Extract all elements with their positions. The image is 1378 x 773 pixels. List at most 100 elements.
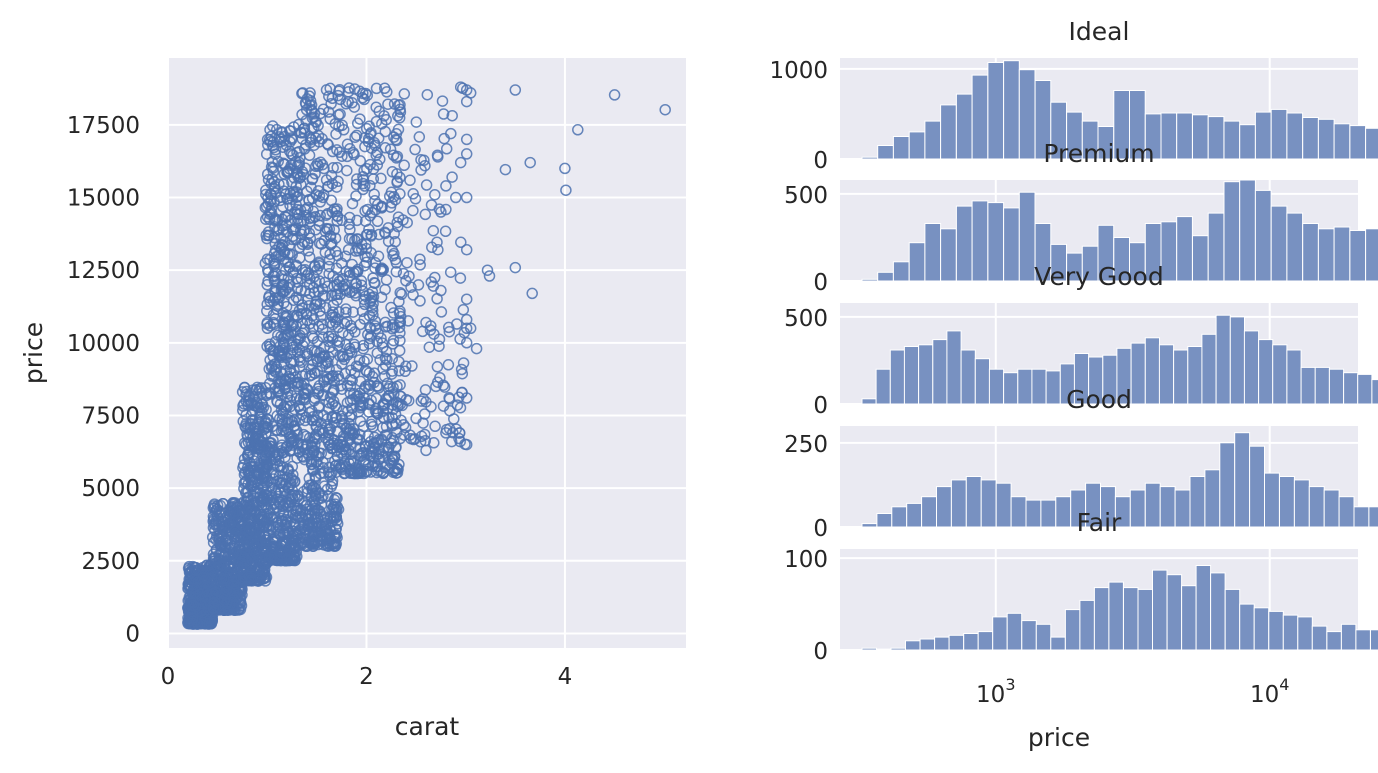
histogram-bar <box>1187 346 1203 405</box>
histogram-bar <box>861 398 877 405</box>
scatter-point <box>305 490 318 503</box>
scatter-point <box>306 172 319 185</box>
scatter-point <box>214 499 227 512</box>
scatter-point <box>353 85 366 98</box>
scatter-point <box>369 315 381 327</box>
scatter-point <box>304 499 317 511</box>
scatter-point <box>367 309 379 321</box>
histogram-bar <box>903 346 920 405</box>
scatter-point <box>262 139 274 151</box>
histogram-bar <box>1326 631 1342 651</box>
histogram-y-tick-label: 500 <box>784 183 828 209</box>
histogram-bar <box>1144 482 1161 528</box>
scatter-point <box>259 439 272 451</box>
histogram-bar <box>1293 479 1310 528</box>
scatter-point <box>320 539 333 552</box>
scatter-point <box>373 448 385 460</box>
scatter-point <box>292 333 305 345</box>
histogram-bar <box>1158 344 1175 405</box>
scatter-point <box>186 608 199 620</box>
scatter-point <box>346 258 358 271</box>
scatter-point <box>428 437 440 449</box>
scatter-point <box>370 115 383 128</box>
scatter-point <box>334 350 346 362</box>
scatter-point <box>313 136 325 148</box>
scatter-point <box>415 395 428 407</box>
scatter-point <box>296 409 308 421</box>
scatter-point <box>374 153 386 166</box>
scatter-point <box>245 504 258 516</box>
histogram-bar <box>919 638 936 651</box>
scatter-point <box>348 427 361 440</box>
histogram-bar <box>1268 610 1284 651</box>
scatter-point <box>383 463 395 475</box>
histogram-panel-title: Fair <box>1077 508 1122 537</box>
scatter-point <box>303 300 315 312</box>
scatter-point <box>372 408 384 420</box>
scatter-point <box>277 316 290 328</box>
scatter-point <box>282 464 294 476</box>
scatter-point <box>398 429 410 441</box>
scatter-point <box>347 146 359 159</box>
scatter-point <box>370 101 382 113</box>
scatter-point <box>659 103 671 116</box>
histogram-bar <box>1129 489 1146 528</box>
scatter-point <box>367 173 380 185</box>
scatter-point <box>454 401 467 414</box>
scatter-point <box>352 360 365 373</box>
histogram-bar <box>921 496 937 528</box>
scatter-point <box>240 409 252 421</box>
scatter-point <box>273 447 285 460</box>
scatter-point <box>219 548 231 560</box>
histogram-bar <box>1093 587 1110 651</box>
scatter-point <box>267 162 279 174</box>
histogram-bar <box>1223 181 1241 282</box>
scatter-point <box>280 219 293 231</box>
scatter-point <box>349 131 361 143</box>
histogram-bar <box>1006 612 1023 651</box>
scatter-point <box>261 232 273 245</box>
histogram-bar <box>1144 337 1161 405</box>
scatter-point <box>271 554 284 567</box>
scatter-point <box>390 265 403 278</box>
scatter-point <box>371 380 383 392</box>
scatter-point <box>273 131 286 143</box>
histogram-bar <box>892 136 910 160</box>
scatter-point <box>349 278 362 290</box>
scatter-point <box>331 294 343 306</box>
scatter-point <box>435 306 448 318</box>
scatter-point <box>269 266 282 279</box>
histogram-bar <box>1108 581 1124 651</box>
scatter-point <box>331 203 343 215</box>
scatter-point <box>246 554 259 567</box>
scatter-y-tick-label: 2500 <box>81 549 140 575</box>
scatter-point <box>361 465 373 478</box>
scatter-point <box>277 278 290 290</box>
scatter-point <box>404 174 416 187</box>
scatter-point <box>260 488 273 501</box>
scatter-point <box>281 440 294 453</box>
scatter-point <box>329 400 341 412</box>
scatter-point <box>524 156 536 169</box>
scatter-point <box>432 151 444 163</box>
scatter-point <box>359 215 372 227</box>
histogram-x-tick-label: 104 <box>1250 675 1289 708</box>
scatter-point <box>337 405 349 417</box>
histogram-y-tick-label: 0 <box>813 516 828 542</box>
scatter-point <box>373 228 385 241</box>
scatter-point <box>390 442 402 454</box>
scatter-point <box>303 432 316 444</box>
scatter-point <box>267 459 279 471</box>
scatter-point <box>204 613 216 625</box>
scatter-point <box>325 238 337 251</box>
scatter-point <box>283 261 295 273</box>
histogram-bar <box>1224 588 1241 651</box>
scatter-point <box>394 334 406 347</box>
scatter-point <box>257 568 269 580</box>
scatter-point <box>271 395 283 407</box>
scatter-point <box>212 561 224 574</box>
histogram-bar <box>1050 636 1066 651</box>
scatter-point <box>429 188 441 201</box>
scatter-point <box>386 318 399 331</box>
histogram-bar <box>1323 489 1340 528</box>
